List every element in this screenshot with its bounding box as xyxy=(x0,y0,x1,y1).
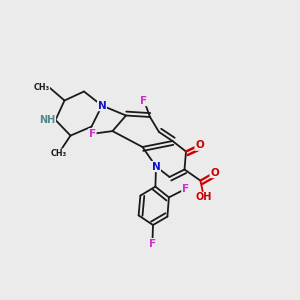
Text: F: F xyxy=(89,129,96,139)
Text: OH: OH xyxy=(196,192,212,203)
Text: O: O xyxy=(210,167,219,178)
Text: CH₃: CH₃ xyxy=(50,149,67,158)
Text: N: N xyxy=(98,100,106,111)
Text: F: F xyxy=(182,184,189,194)
Text: F: F xyxy=(140,95,148,106)
Text: NH: NH xyxy=(39,115,56,125)
Text: N: N xyxy=(152,161,160,172)
Text: CH₃: CH₃ xyxy=(33,83,50,92)
Text: F: F xyxy=(149,238,156,249)
Text: O: O xyxy=(195,140,204,150)
